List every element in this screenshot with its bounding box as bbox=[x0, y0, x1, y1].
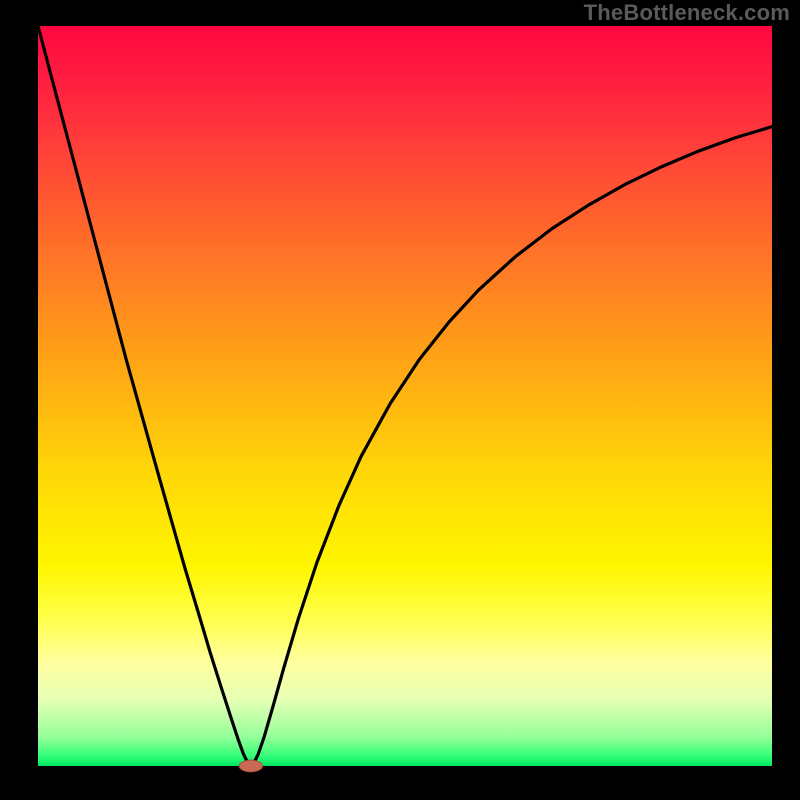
bottleneck-chart bbox=[0, 0, 800, 800]
gradient-background bbox=[38, 26, 772, 766]
watermark-text: TheBottleneck.com bbox=[584, 0, 790, 26]
optimum-marker bbox=[239, 760, 262, 772]
chart-container: TheBottleneck.com bbox=[0, 0, 800, 800]
